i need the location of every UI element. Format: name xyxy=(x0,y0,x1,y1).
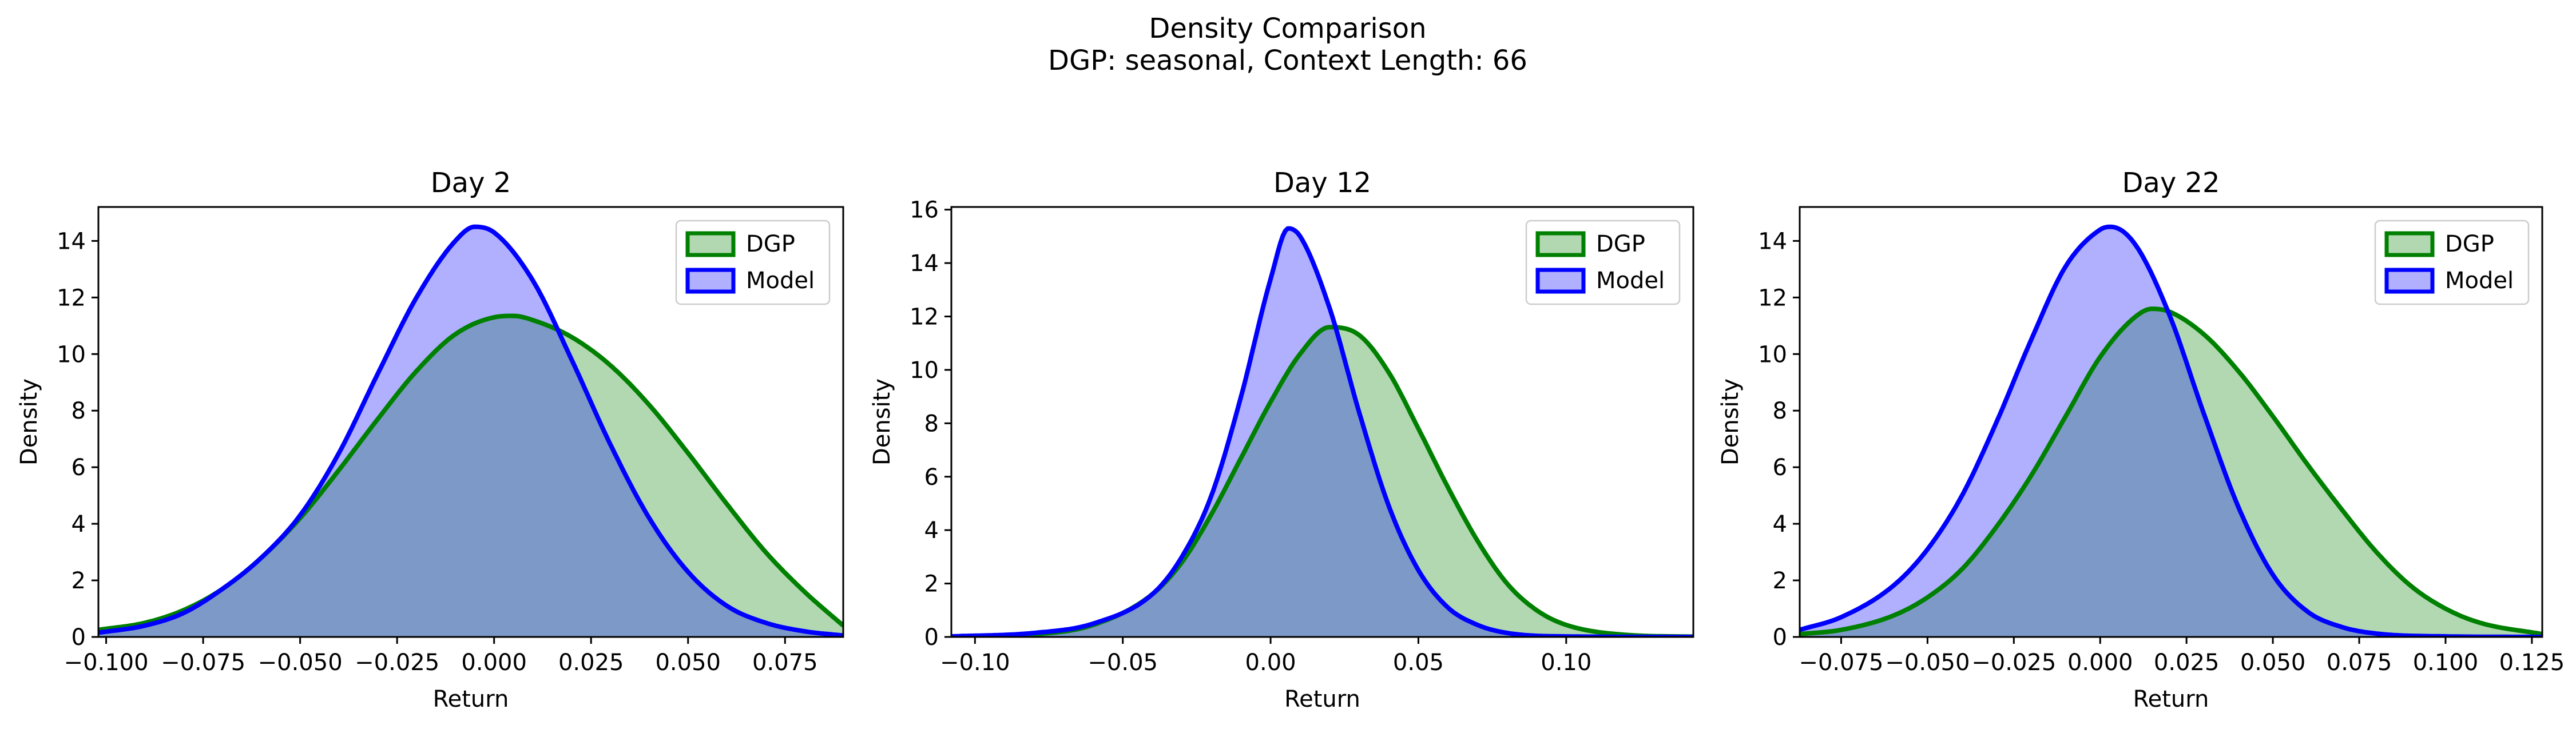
y-tick-label: 12 xyxy=(910,304,939,330)
x-tick-label: 0.000 xyxy=(461,650,527,676)
y-tick-label: 4 xyxy=(1773,511,1787,537)
x-tick-label: −0.075 xyxy=(1799,650,1883,676)
x-tick-label: 0.125 xyxy=(2499,650,2565,676)
figure-title-line1: Density Comparison xyxy=(1149,13,1426,45)
y-tick-label: 14 xyxy=(1758,228,1787,254)
dgp-density-line xyxy=(1800,306,2542,637)
y-axis-label: Density xyxy=(1717,379,1744,465)
x-tick-label: 0.025 xyxy=(2154,650,2220,676)
x-axis-label: Return xyxy=(433,686,509,712)
y-axis-label: Density xyxy=(16,379,42,465)
y-tick-label: 10 xyxy=(1758,341,1787,368)
y-axis-label: Density xyxy=(869,379,895,465)
legend-label-model: Model xyxy=(2445,268,2514,294)
legend-swatch-dgp xyxy=(2384,231,2435,257)
subplot-title: Day 22 xyxy=(2122,167,2220,199)
x-tick-label: 0.050 xyxy=(655,650,721,676)
axes-frame xyxy=(1799,206,2543,638)
plot-area xyxy=(1800,224,2542,637)
legend-label-dgp: DGP xyxy=(746,231,795,257)
x-tick-label: −0.100 xyxy=(64,650,149,676)
y-tick-label: 4 xyxy=(924,517,939,544)
y-tick-label: 0 xyxy=(72,624,86,651)
y-tick-label: 8 xyxy=(1773,398,1787,424)
x-tick-label: −0.075 xyxy=(161,650,245,676)
legend-swatch-model xyxy=(685,268,736,294)
y-tick-label: 6 xyxy=(72,455,86,481)
x-tick-label: 0.025 xyxy=(558,650,624,676)
subplots: −0.100 −0.075 −0.050 −0.025 0.000 0.025 0.050 0… xyxy=(16,167,2565,712)
y-tick-label: 14 xyxy=(910,250,939,277)
legend-label-dgp: DGP xyxy=(2445,231,2494,257)
x-tick-label: 0.100 xyxy=(2413,650,2479,676)
figure-title-line2: DGP: seasonal, Context Length: 66 xyxy=(1048,45,1527,77)
overlap-fill xyxy=(951,327,1693,637)
y-tick-label: 2 xyxy=(1773,568,1787,594)
x-tick-label: 0.075 xyxy=(2327,650,2392,676)
axes-frame xyxy=(950,206,1694,638)
subplot-2: −0.10 −0.05 0.00 0.05 0.10 0 2 4 6 8 10 12 14 16 Day 1… xyxy=(869,167,1694,712)
y-tick-label: 8 xyxy=(924,411,939,437)
legend: DGP Model xyxy=(2374,220,2530,305)
y-tick-label: 6 xyxy=(924,464,939,491)
x-tick-label: 0.00 xyxy=(1245,650,1296,676)
x-tick-label: −0.050 xyxy=(1885,650,1970,676)
x-tick-label: 0.05 xyxy=(1393,650,1444,676)
legend-swatch-dgp xyxy=(1535,231,1586,257)
overlap-fill xyxy=(98,316,843,637)
x-tick-label: −0.025 xyxy=(1971,650,2056,676)
y-tick-label: 6 xyxy=(1773,455,1787,481)
legend-swatch-model xyxy=(1535,268,1586,294)
y-tick-label: 12 xyxy=(1758,285,1787,311)
model-density-line xyxy=(98,224,843,637)
x-tick-label: 0.075 xyxy=(752,650,818,676)
y-tick-label: 0 xyxy=(924,624,939,651)
y-tick-label: 12 xyxy=(57,285,86,311)
legend-label-model: Model xyxy=(1596,268,1665,294)
y-tick-label: 16 xyxy=(910,197,939,224)
y-tick-label: 0 xyxy=(1773,624,1787,651)
y-tick-label: 2 xyxy=(72,568,86,594)
x-axis-label: Return xyxy=(2133,686,2209,712)
x-tick-label: −0.10 xyxy=(940,650,1010,676)
x-tick-label: −0.05 xyxy=(1087,650,1158,676)
y-tick-label: 10 xyxy=(57,341,86,368)
x-tick-label: −0.050 xyxy=(258,650,343,676)
model-density-line xyxy=(1800,224,2542,637)
legend-swatch-dgp xyxy=(685,231,736,257)
x-tick-label: −0.025 xyxy=(355,650,439,676)
y-tick-label: 2 xyxy=(924,571,939,597)
x-axis-label: Return xyxy=(1284,686,1360,712)
y-tick-label: 14 xyxy=(57,228,86,254)
subplot-title: Day 12 xyxy=(1273,167,1371,199)
y-tick-label: 10 xyxy=(910,357,939,384)
legend: DGP Model xyxy=(1525,220,1681,305)
legend-label-dgp: DGP xyxy=(1596,231,1645,257)
x-tick-label: 0.050 xyxy=(2240,650,2306,676)
y-tick-label: 4 xyxy=(72,511,86,537)
y-tick-label: 8 xyxy=(72,398,86,424)
legend-swatch-model xyxy=(2384,268,2435,294)
x-tick-label: 0.000 xyxy=(2067,650,2133,676)
legend: DGP Model xyxy=(675,220,831,305)
subplot-title: Day 2 xyxy=(431,167,511,199)
legend-label-model: Model xyxy=(746,268,815,294)
subplot-3: −0.075 −0.050 −0.025 0.000 0.025 0.050 0.075 0.… xyxy=(1717,167,2565,712)
plot-area xyxy=(98,224,843,637)
subplot-1: −0.100 −0.075 −0.050 −0.025 0.000 0.025 0.050 0… xyxy=(16,167,844,712)
overlap-fill xyxy=(1800,309,2542,637)
x-tick-label: 0.10 xyxy=(1541,650,1591,676)
axes-frame xyxy=(97,206,844,638)
